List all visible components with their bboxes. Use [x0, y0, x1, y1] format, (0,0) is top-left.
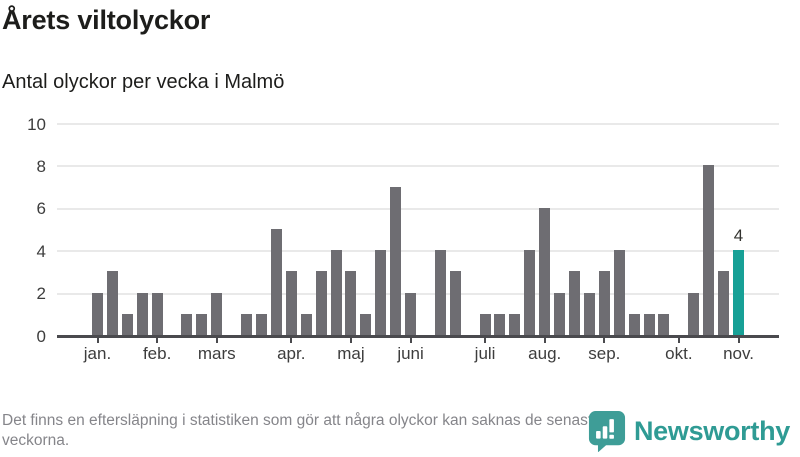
- bar-week-31: [539, 208, 550, 335]
- y-axis-tick-label-8: 8: [36, 156, 46, 176]
- x-axis-tick-apr: [290, 337, 293, 343]
- bar-week-13: [271, 229, 282, 335]
- y-axis-tick-label-10: 10: [27, 114, 46, 134]
- x-axis-label-nov: nov.: [723, 344, 754, 363]
- bar-week-34: [584, 293, 595, 335]
- x-axis-tick-sep: [603, 337, 606, 343]
- x-axis-tick-okt: [677, 337, 680, 343]
- bar-week-14: [286, 271, 297, 335]
- gridline-y-2: [57, 292, 779, 295]
- gridline-y-4: [57, 250, 779, 253]
- bar-week-33: [569, 271, 580, 335]
- bar-week-8: [196, 314, 207, 335]
- x-axis-tick-jan: [96, 337, 99, 343]
- bar-week-43: [718, 271, 729, 335]
- bar-week-17: [331, 250, 342, 335]
- page-title: Årets viltolyckor: [2, 5, 211, 35]
- y-axis-tick-label-0: 0: [36, 326, 46, 346]
- x-axis-label-juni: juni: [397, 344, 424, 363]
- bar-week-15: [301, 314, 312, 335]
- bar-week-20: [375, 250, 386, 335]
- x-axis-tick-aug: [543, 337, 546, 343]
- bar-week-2: [107, 271, 118, 335]
- bar-week-1: [92, 293, 103, 335]
- bar-week-5: [152, 293, 163, 335]
- bar-week-35: [599, 271, 610, 335]
- x-axis-tick-juni: [409, 337, 412, 343]
- highlighted-bar-value-label: 4: [733, 226, 744, 246]
- bar-week-21: [390, 187, 401, 335]
- chart-subtitle: Antal olyckor per vecka i Malmö: [2, 71, 285, 93]
- bar-week-29: [509, 314, 520, 335]
- gridline-y-6: [57, 207, 779, 210]
- bar-week-38: [644, 314, 655, 335]
- x-axis-label-jan: jan.: [83, 344, 112, 363]
- bar-week-9: [211, 293, 222, 335]
- bar-week-25: [450, 271, 461, 335]
- bar-week-41: [688, 293, 699, 335]
- bar-week-28: [494, 314, 505, 335]
- x-axis-label-mars: mars: [197, 344, 236, 363]
- x-axis-label-aug: aug.: [528, 344, 562, 363]
- bar-week-7: [181, 314, 192, 335]
- gridline-y-10: [57, 123, 779, 125]
- newsworthy-logo: Newsworthy: [588, 410, 790, 453]
- footer-note: Det finns en eftersläpning i statistiken…: [2, 412, 601, 449]
- x-axis-tick-juli: [484, 337, 487, 343]
- bar-week-37: [629, 314, 640, 335]
- x-axis-tick-maj: [349, 337, 352, 343]
- bar-week-27: [480, 314, 491, 335]
- bar-week-24: [435, 250, 446, 335]
- newsworthy-logo-icon: [588, 410, 626, 453]
- bar-week-19: [360, 314, 371, 335]
- x-axis-label-juli: juli: [474, 344, 496, 363]
- newsworthy-wordmark: Newsworthy: [633, 415, 790, 446]
- bar-week-22: [405, 293, 416, 335]
- bar-week-18: [345, 271, 356, 335]
- x-axis-line: [57, 335, 779, 338]
- bar-week-36: [614, 250, 625, 335]
- x-axis-label-maj: maj: [337, 344, 365, 363]
- bar-week-16: [316, 271, 327, 335]
- bar-week-4: [137, 293, 148, 335]
- x-axis-tick-mars: [215, 337, 218, 343]
- y-axis-tick-label-2: 2: [36, 284, 46, 304]
- bar-week-11: [241, 314, 252, 335]
- x-axis-label-apr: apr.: [277, 344, 306, 363]
- x-axis-tick-feb: [156, 337, 159, 343]
- bar-week-30: [524, 250, 535, 335]
- bar-week-3: [122, 314, 133, 335]
- x-axis-label-feb: feb.: [142, 344, 172, 363]
- bar-week-12: [256, 314, 267, 335]
- bar-week-42: [703, 165, 714, 335]
- x-axis-tick-nov: [737, 337, 740, 343]
- gridline-y-8: [57, 165, 779, 168]
- bar-week-32: [554, 293, 565, 335]
- bar-week-39: [658, 314, 669, 335]
- y-axis-tick-label-6: 6: [36, 199, 46, 219]
- x-axis-label-okt: okt.: [665, 344, 693, 363]
- x-axis-label-sep: sep.: [588, 344, 621, 363]
- bar-week-44-highlighted: [733, 250, 744, 335]
- y-axis-tick-label-4: 4: [36, 241, 46, 261]
